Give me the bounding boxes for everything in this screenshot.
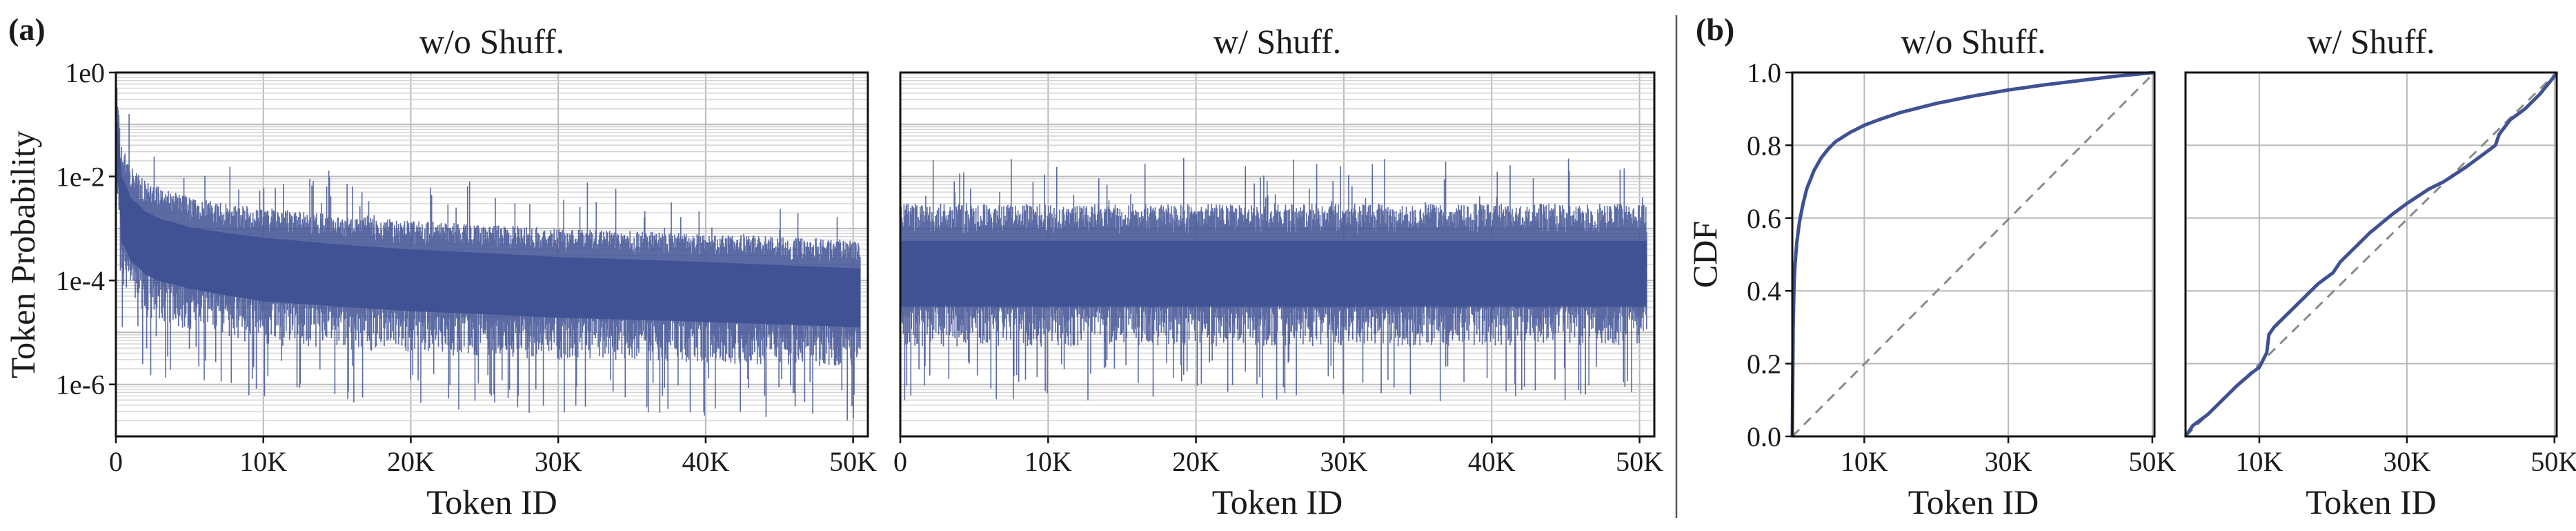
x-tick-label: 50K <box>2128 446 2176 477</box>
x-tick-label: 50K <box>829 446 877 477</box>
x-tick-label: 10K <box>239 446 287 477</box>
plot-frame <box>899 71 1656 438</box>
x-tick-label: 30K <box>2383 446 2430 477</box>
y-tick-label: 0.6 <box>1747 203 1781 234</box>
x-tick-label: 10K <box>2236 446 2283 477</box>
cdf-series-line <box>1790 70 2156 437</box>
x-tick-label: 40K <box>1468 446 1516 477</box>
y-tick-label: 0.8 <box>1747 130 1781 161</box>
panel-title: w/ Shuff. <box>1213 22 1341 61</box>
y-tick-label: 1e-4 <box>56 265 105 296</box>
x-axis-label: Token ID <box>1908 483 2039 521</box>
panel-title: w/o Shuff. <box>1901 22 2045 61</box>
uniform-reference-line <box>1791 71 2156 438</box>
y-tick-label: 0.2 <box>1747 349 1781 380</box>
panel-cdf-wo-shuffle: 10K 30K 50K 0.0 0.2 0.4 0.6 0.8 1.0 w/o Shuff. T… <box>1685 22 2176 521</box>
y-tick-label: 0.4 <box>1747 276 1781 307</box>
plot-frame <box>1791 71 2156 438</box>
plot-frame <box>115 71 869 438</box>
x-tick-label: 30K <box>1985 446 2032 477</box>
panel-title: w/o Shuff. <box>419 22 564 61</box>
x-tick-label: 20K <box>387 446 435 477</box>
figure-label-a: (a) <box>8 12 46 47</box>
cdf-curves <box>2183 71 2559 438</box>
panel-title: w/ Shuff. <box>2307 22 2435 61</box>
probability-core-band <box>900 240 1647 307</box>
y-tick-label: 1e-2 <box>56 162 105 193</box>
y-tick-label: 1e0 <box>65 57 105 88</box>
figure-label-b: (b) <box>1696 12 1734 47</box>
y-axis-label: CDF <box>1685 221 1724 288</box>
x-tick-label: 0 <box>893 446 907 477</box>
tick-marks: 0 10K 20K 30K 40K 50K 1e0 1e-2 1e-4 1e-6 <box>56 57 877 477</box>
panel-prob-w-shuffle: 0 10K 20K 30K 40K 50K w/ Shuff. Token ID <box>893 22 1663 521</box>
tick-marks: 10K 30K 50K <box>2236 436 2576 477</box>
x-tick-label: 20K <box>1172 446 1220 477</box>
x-axis-label: Token ID <box>1212 483 1343 521</box>
probability-distribution <box>115 88 861 421</box>
panel-prob-wo-shuffle: 0 10K 20K 30K 40K 50K 1e0 1e-2 1e-4 1e-6 w/o Shuf… <box>3 22 877 521</box>
x-tick-label: 0 <box>109 446 123 477</box>
x-tick-label: 40K <box>682 446 729 477</box>
tick-marks: 0 10K 20K 30K 40K 50K <box>893 436 1663 477</box>
panel-cdf-w-shuffle: 10K 30K 50K w/ Shuff. Token ID <box>2183 22 2576 521</box>
y-tick-label: 1e-6 <box>56 369 105 400</box>
y-tick-label: 0.0 <box>1747 421 1781 452</box>
x-tick-label: 10K <box>1841 446 1888 477</box>
cdf-series-line <box>2183 71 2559 438</box>
y-axis-label: Token Probability <box>3 131 42 378</box>
x-tick-label: 10K <box>1024 446 1072 477</box>
probability-core-band <box>116 112 861 327</box>
x-tick-label: 30K <box>1320 446 1367 477</box>
tick-marks: 10K 30K 50K 0.0 0.2 0.4 0.6 0.8 1.0 <box>1747 57 2176 477</box>
plot-frame <box>2184 71 2558 438</box>
cdf-curves <box>1790 70 2156 438</box>
y-tick-label: 1.0 <box>1747 57 1781 88</box>
probability-distribution <box>900 157 1647 401</box>
x-tick-label: 50K <box>2530 446 2576 477</box>
x-tick-label: 50K <box>1616 446 1663 477</box>
x-axis-label: Token ID <box>2306 483 2437 521</box>
x-tick-label: 30K <box>535 446 582 477</box>
x-axis-label: Token ID <box>426 483 557 521</box>
